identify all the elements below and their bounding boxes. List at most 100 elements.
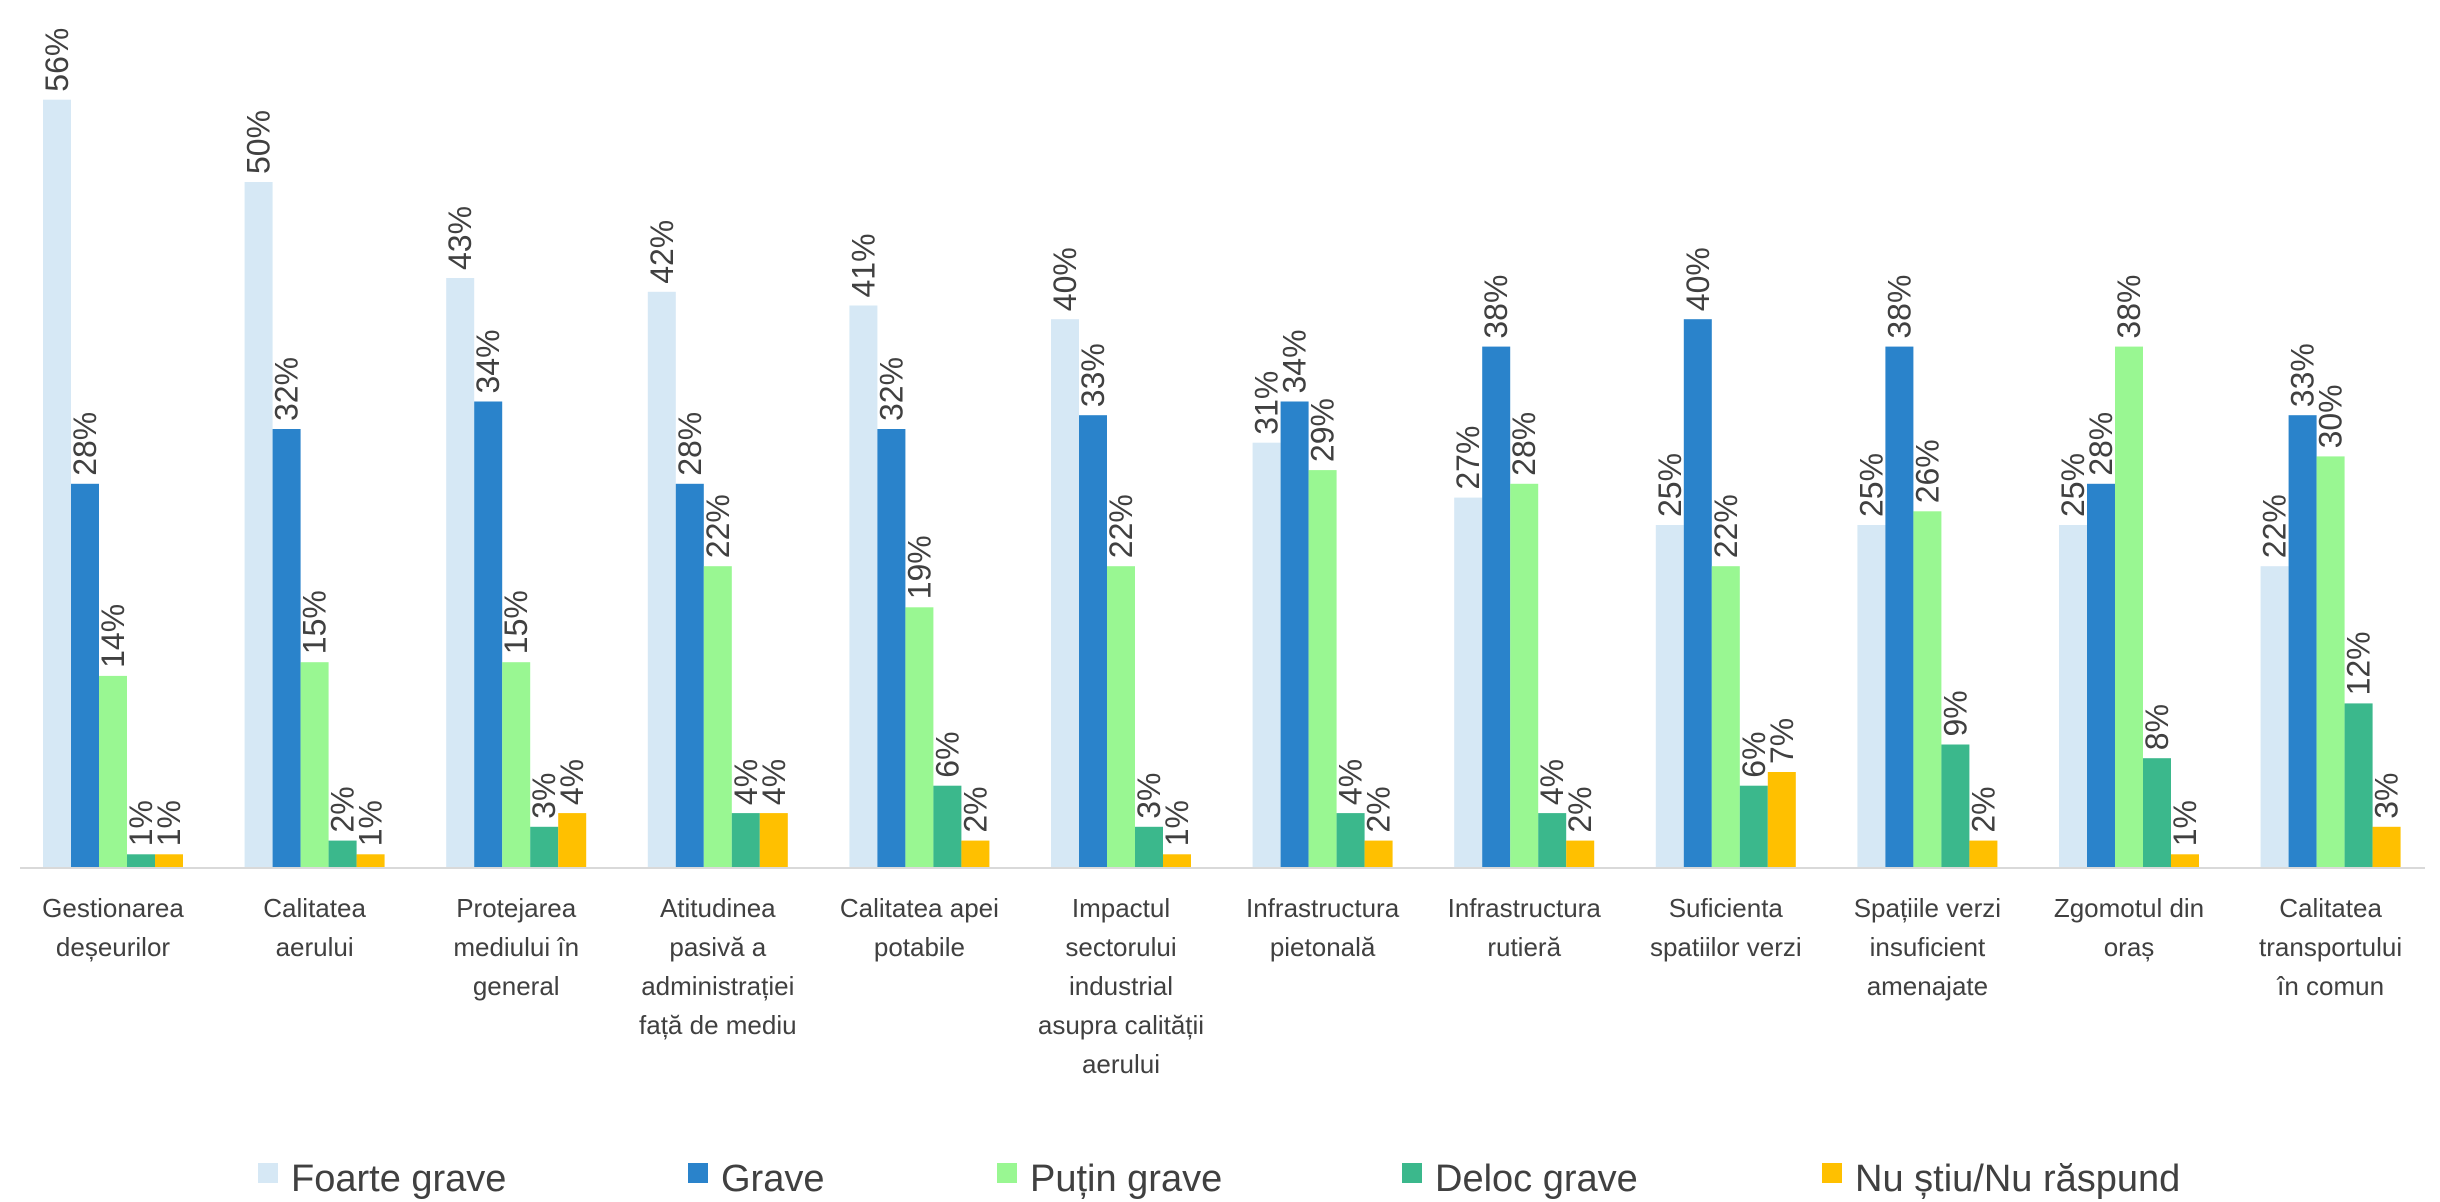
bar <box>328 840 357 868</box>
category-label: Gestionarea <box>42 893 184 923</box>
bar <box>99 675 127 868</box>
bar <box>2372 826 2401 868</box>
data-label: 40% <box>1047 247 1083 311</box>
category-label: administrației <box>641 971 794 1001</box>
data-label: 7% <box>1764 718 1800 764</box>
bar <box>933 785 962 868</box>
data-label: 3% <box>1131 773 1167 819</box>
data-label: 15% <box>498 590 534 654</box>
bar <box>300 662 329 868</box>
legend-label: Deloc grave <box>1435 1158 1638 1200</box>
bar <box>1739 785 1768 868</box>
category-label: pietonală <box>1270 932 1376 962</box>
bar <box>2288 415 2317 868</box>
data-label: 25% <box>1853 453 1889 517</box>
bar <box>1482 346 1511 869</box>
data-label: 4% <box>728 759 764 805</box>
category-label: Calitatea <box>2279 893 2382 923</box>
category-label: asupra calității <box>1038 1010 1204 1040</box>
data-label: 28% <box>67 412 103 476</box>
category-label: pasivă a <box>669 932 766 962</box>
data-label: 15% <box>297 590 333 654</box>
bar <box>849 305 878 868</box>
bar <box>2143 758 2171 868</box>
bar <box>1107 566 1135 868</box>
data-label: 4% <box>1333 759 1369 805</box>
data-label: 50% <box>241 110 277 174</box>
bar <box>2260 566 2289 868</box>
data-label: 2% <box>957 786 993 832</box>
data-label: 43% <box>442 206 478 270</box>
data-label: 2% <box>1965 786 2001 832</box>
category-label: transportului <box>2259 932 2402 962</box>
data-label: 1% <box>353 800 389 846</box>
bar <box>877 429 906 868</box>
bar <box>675 483 704 868</box>
bar <box>1364 840 1393 868</box>
data-label: 2% <box>325 786 361 832</box>
data-label: 14% <box>95 604 131 668</box>
data-label: 34% <box>1277 329 1313 393</box>
data-label: 34% <box>470 329 506 393</box>
bar <box>244 182 273 868</box>
category-label: față de mediu <box>639 1010 797 1040</box>
bar <box>71 483 99 868</box>
bar <box>1913 511 1942 868</box>
category-label: mediului în <box>453 932 579 962</box>
data-label: 1% <box>1159 800 1195 846</box>
data-label: 28% <box>1506 412 1542 476</box>
bars-layer <box>43 99 2401 869</box>
category-label: oraș <box>2104 932 2155 962</box>
data-label: 1% <box>151 800 187 846</box>
bar <box>647 291 676 868</box>
data-label: 12% <box>2341 631 2377 695</box>
data-label: 38% <box>1881 275 1917 339</box>
category-label: Infrastructura <box>1448 893 1602 923</box>
data-label: 22% <box>700 494 736 558</box>
data-label: 32% <box>873 357 909 421</box>
bar <box>474 401 503 868</box>
bar <box>1510 483 1539 868</box>
category-label: potabile <box>874 932 965 962</box>
bar <box>1711 566 1740 868</box>
bar <box>703 566 732 868</box>
bar <box>446 278 475 868</box>
data-label: 41% <box>845 233 881 297</box>
bar <box>1252 442 1281 868</box>
legend-swatch <box>1822 1163 1842 1183</box>
data-label: 4% <box>1534 759 1570 805</box>
bar <box>1857 525 1886 868</box>
bar <box>1135 826 1163 868</box>
category-labels-layer: Gestionarea deșeurilor Calitatea aerului Pro… <box>42 893 2402 1079</box>
category-label: în comun <box>2276 971 2384 1001</box>
data-label: 32% <box>269 357 305 421</box>
category-label: Suficienta <box>1669 893 1784 923</box>
legend-swatch <box>1402 1163 1422 1183</box>
data-label: 3% <box>526 773 562 819</box>
data-label: 1% <box>123 800 159 846</box>
legend-swatch <box>997 1163 1017 1183</box>
bar <box>1308 470 1337 868</box>
bar <box>1941 744 1970 868</box>
legend-label: Grave <box>721 1158 824 1200</box>
bar <box>1655 525 1684 868</box>
legend: Foarte grave Grave Puțin grave Deloc grave N… <box>258 1158 2180 1200</box>
value-labels-layer: 56%28%14%1%1%50%32%15%2%1%43%34%15%3%4%4… <box>39 28 2405 847</box>
bar <box>272 429 301 868</box>
bar <box>1885 346 1914 869</box>
category-label: insuficient <box>1870 932 1986 962</box>
data-label: 28% <box>672 412 708 476</box>
category-label: Zgomotul din <box>2054 893 2204 923</box>
category-label: Calitatea apei <box>840 893 999 923</box>
data-label: 22% <box>2257 494 2293 558</box>
bar <box>1538 813 1567 868</box>
bar <box>43 99 71 868</box>
data-label: 33% <box>1075 343 1111 407</box>
data-label: 38% <box>1478 275 1514 339</box>
bar <box>1079 415 1107 868</box>
data-label: 22% <box>1708 494 1744 558</box>
data-label: 30% <box>2313 384 2349 448</box>
bar <box>2344 703 2373 868</box>
